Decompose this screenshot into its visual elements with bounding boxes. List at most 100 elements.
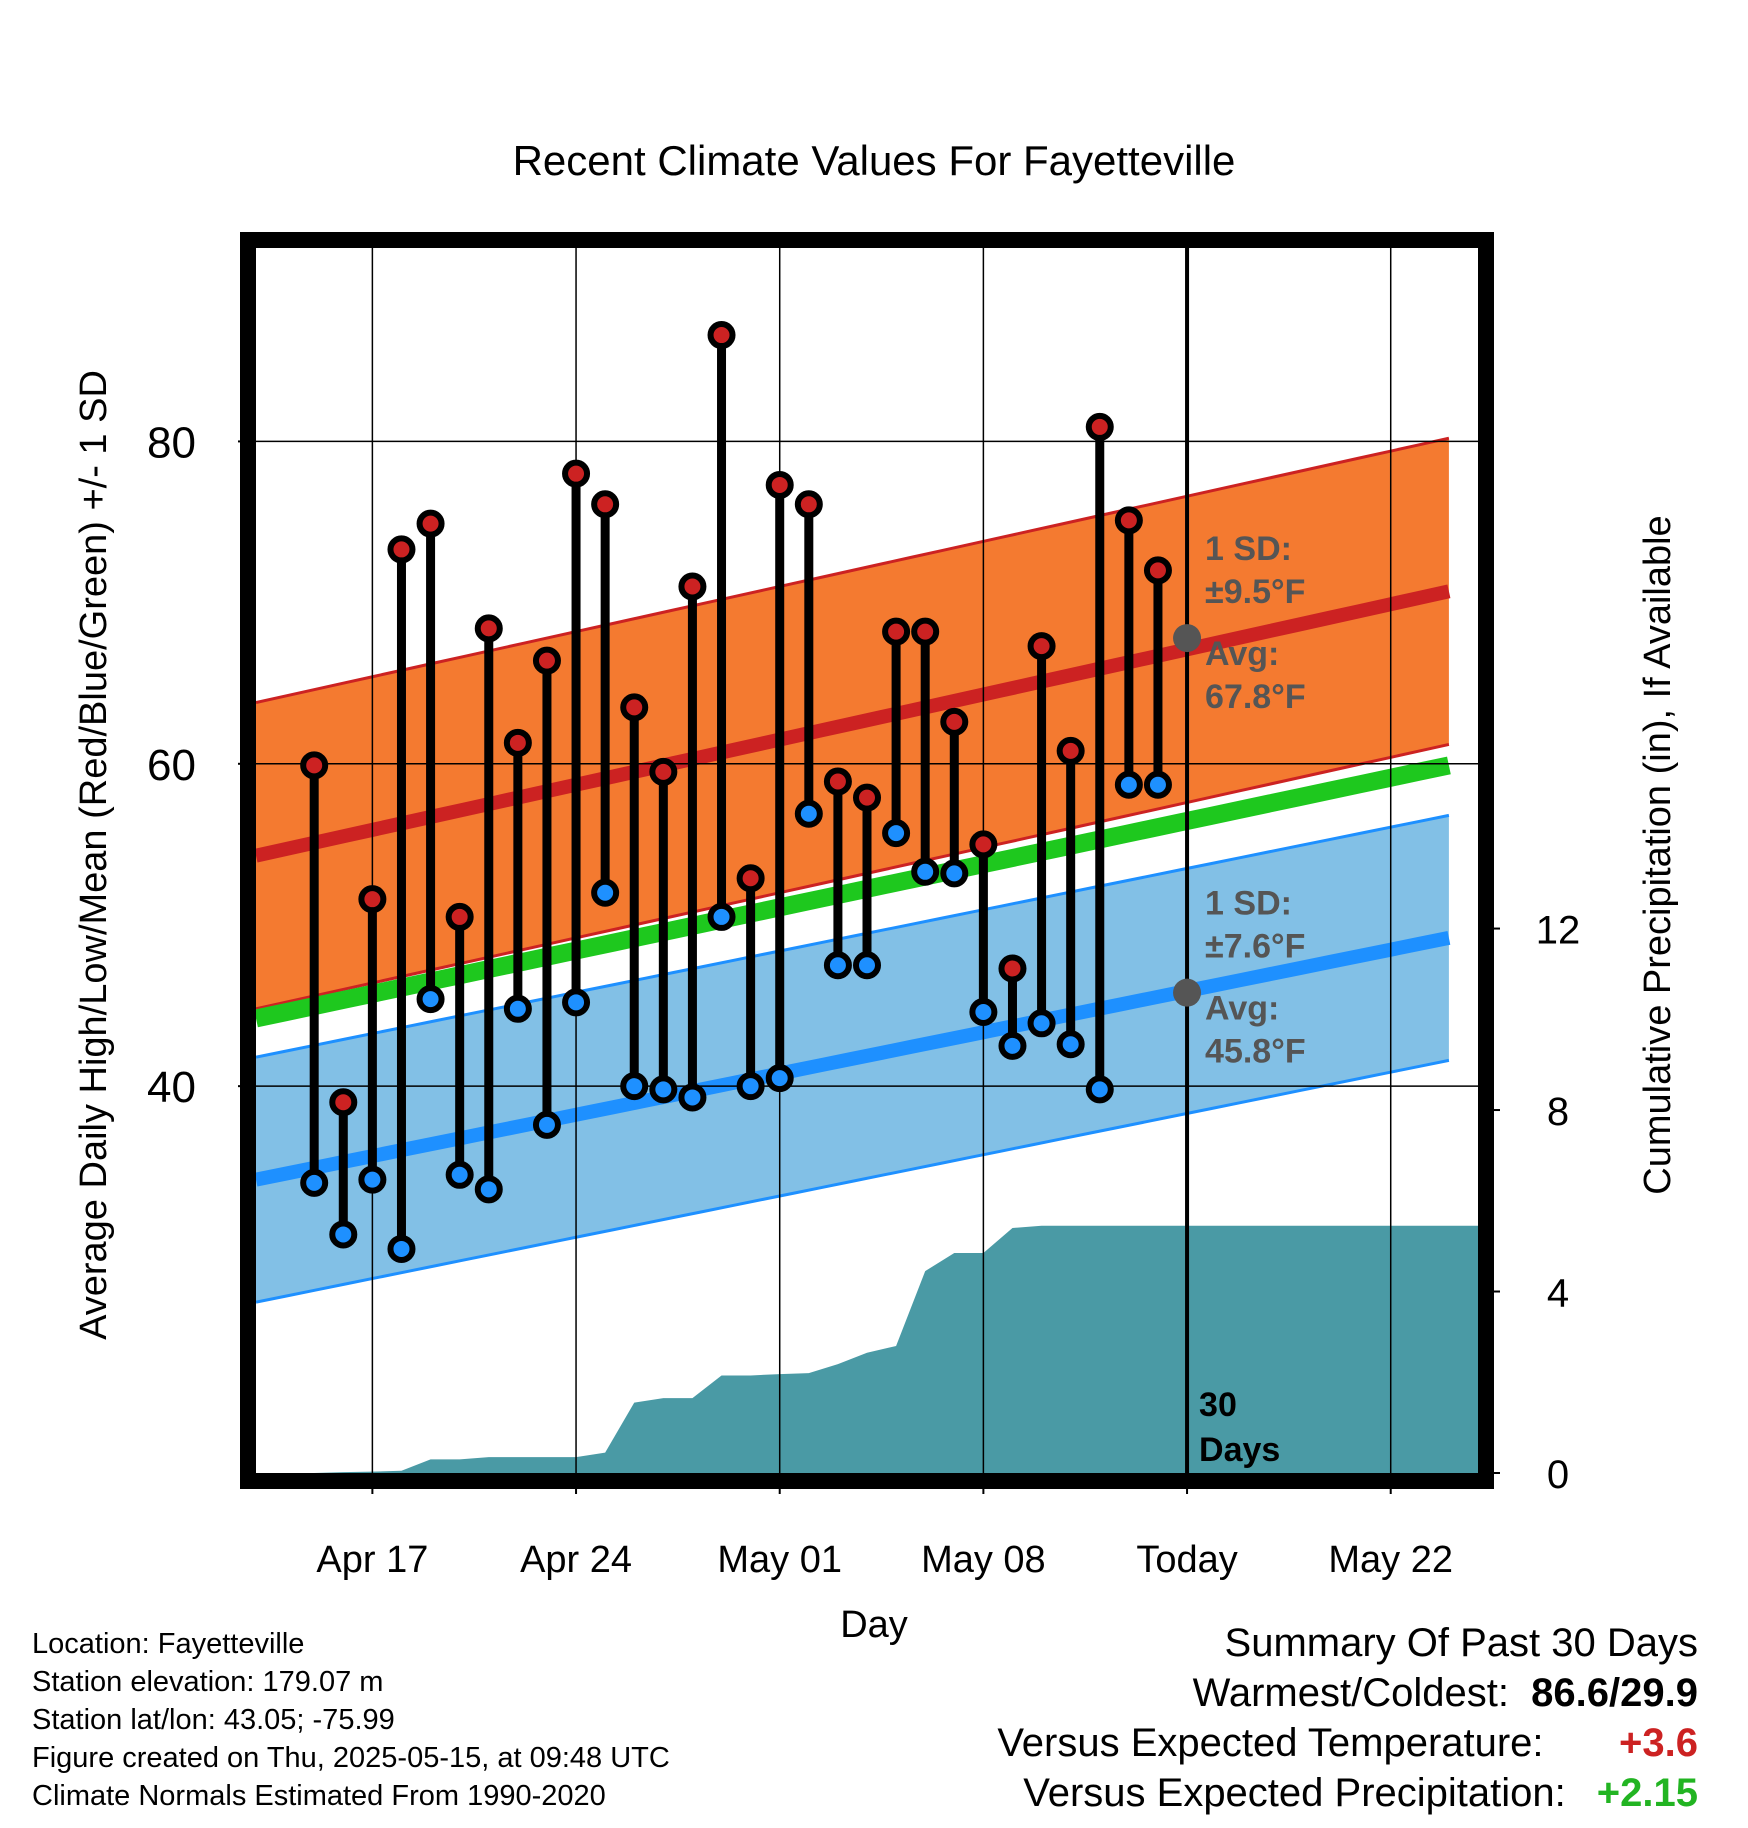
summary-temp: Versus Expected Temperature: +3.6: [997, 1718, 1698, 1768]
low-point: [794, 799, 823, 828]
warm-cold-label: Warmest/Coldest:: [1192, 1671, 1509, 1715]
high-point: [765, 470, 794, 499]
plot-clip-group: [256, 248, 1478, 1473]
high-point: [358, 885, 387, 914]
low-point: [445, 1160, 474, 1189]
high-point: [940, 707, 969, 736]
high-point: [1027, 632, 1056, 661]
high-point: [1085, 412, 1114, 441]
low-band-upper: [256, 813, 1450, 1059]
high-point: [1143, 556, 1172, 585]
days-count-label: 30: [1199, 1386, 1237, 1424]
high-point: [882, 617, 911, 646]
high-avg-today-marker: [1173, 624, 1202, 653]
high-point: [1056, 736, 1085, 765]
y2-tick-label: 0: [1547, 1453, 1569, 1497]
low-point: [416, 985, 445, 1014]
low-point: [649, 1075, 678, 1104]
high-point: [503, 728, 532, 757]
y-axis-label: Average Daily High/Low/Mean (Red/Blue/Gr…: [73, 370, 115, 1340]
low-point: [387, 1234, 416, 1263]
x-tick-label: May 22: [1328, 1539, 1453, 1581]
y-tick-label: 40: [147, 1063, 196, 1112]
low-point: [358, 1165, 387, 1194]
x-tick-label: May 08: [921, 1539, 1046, 1581]
low-point: [532, 1110, 561, 1139]
high-point: [969, 830, 998, 859]
precip-label: Versus Expected Precipitation:: [1023, 1771, 1566, 1815]
high-point: [649, 757, 678, 786]
days-unit-label: Days: [1199, 1431, 1280, 1469]
low-point: [1114, 770, 1143, 799]
high-sd-label: 1 SD:: [1205, 530, 1292, 568]
summary-precip: Versus Expected Precipitation: +2.15: [997, 1768, 1698, 1818]
summary-panel: Summary Of Past 30 Days Warmest/Coldest:…: [997, 1618, 1698, 1818]
high-avg-value: 67.8°F: [1205, 678, 1306, 716]
low-avg-value: 45.8°F: [1205, 1033, 1306, 1071]
high-band-lower: [256, 742, 1450, 1011]
low-point: [998, 1031, 1027, 1060]
high-point: [416, 509, 445, 538]
low-point: [620, 1072, 649, 1101]
low-point: [329, 1220, 358, 1249]
high-point: [562, 459, 591, 488]
low-point: [503, 994, 532, 1023]
low-avg-today-marker: [1173, 978, 1202, 1007]
station-info: Location: Fayetteville Station elevation…: [32, 1625, 670, 1815]
temp-label: Versus Expected Temperature:: [997, 1721, 1544, 1765]
y2-axis-label: Cumulative Precipitation (in), If Availa…: [1637, 515, 1679, 1194]
high-point: [823, 767, 852, 796]
high-point: [853, 783, 881, 812]
low-point: [678, 1083, 707, 1112]
high-point: [707, 321, 736, 350]
y2-tick-label: 12: [1536, 909, 1581, 953]
low-point: [1027, 1009, 1056, 1038]
low-band-lower: [256, 1058, 1450, 1304]
low-point: [911, 857, 940, 886]
latlon-text: Station lat/lon: 43.05; -75.99: [32, 1704, 395, 1736]
high-point: [736, 864, 765, 893]
location-text: Location: Fayetteville: [32, 1628, 305, 1660]
low-point: [1056, 1030, 1085, 1059]
low-point: [823, 951, 852, 980]
high-point: [591, 490, 620, 519]
x-tick-label: Today: [1136, 1539, 1237, 1581]
low-point: [736, 1072, 765, 1101]
low-point: [1085, 1075, 1114, 1104]
low-point: [562, 988, 591, 1017]
chart-title: Recent Climate Values For Fayetteville: [513, 137, 1236, 184]
high-point: [678, 572, 707, 601]
low-point: [765, 1064, 794, 1093]
low-point: [853, 951, 881, 980]
high-point: [532, 646, 561, 675]
low-sd-value: ±7.6°F: [1205, 928, 1305, 966]
x-tick-label: Apr 17: [316, 1539, 428, 1581]
high-point: [300, 751, 329, 780]
temp-value: +3.6: [1619, 1721, 1698, 1765]
precip-value: +2.15: [1596, 1771, 1698, 1815]
high-point: [329, 1088, 358, 1117]
summary-title: Summary Of Past 30 Days: [1224, 1621, 1698, 1665]
high-point: [1114, 506, 1143, 535]
high-normal-line: [256, 584, 1451, 863]
summary-warm-cold: Warmest/Coldest: 86.6/29.9: [997, 1668, 1698, 1718]
high-point: [998, 954, 1027, 983]
normals-text: Climate Normals Estimated From 1990-2020: [32, 1780, 606, 1812]
plot-area: 1 SD: ±9.5°F Avg: 67.8°F 1 SD: ±7.6°F Avg: 45.8…: [147, 232, 1581, 1581]
low-point: [474, 1175, 503, 1204]
high-point: [387, 535, 416, 564]
high-point: [620, 693, 649, 722]
warm-cold-value: 86.6/29.9: [1531, 1671, 1698, 1715]
low-point: [882, 819, 911, 848]
x-axis-label: Day: [840, 1604, 908, 1646]
high-band-upper: [256, 436, 1450, 705]
x-tick-label: Apr 24: [520, 1539, 632, 1581]
high-point: [474, 614, 503, 643]
low-point: [300, 1168, 329, 1197]
elevation-text: Station elevation: 179.07 m: [32, 1666, 384, 1698]
y2-tick-label: 8: [1547, 1090, 1569, 1134]
low-avg-label: Avg:: [1205, 990, 1279, 1028]
low-point: [1143, 770, 1172, 799]
high-sd-value: ±9.5°F: [1205, 573, 1305, 611]
